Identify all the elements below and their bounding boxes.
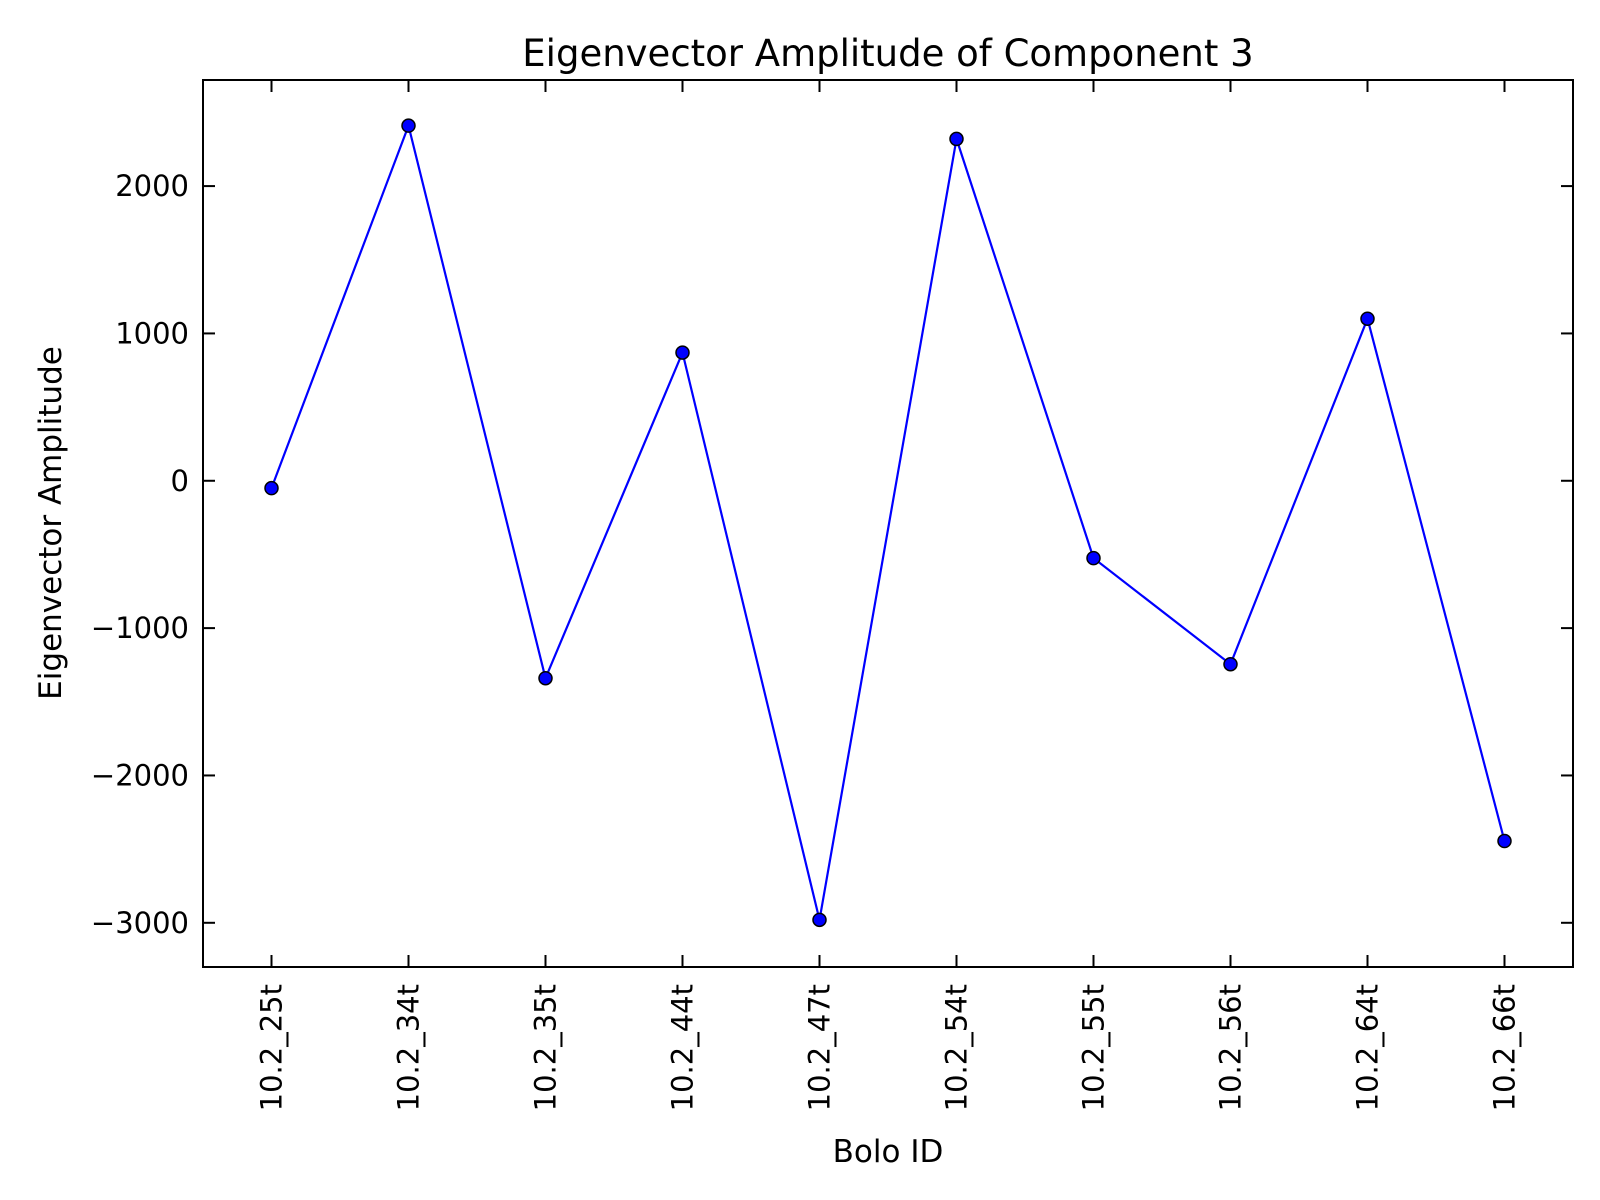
plot-frame [202,79,1574,968]
x-tick-label: 10.2_66t [1488,984,1522,1111]
x-tick-label: 10.2_64t [1351,984,1385,1111]
x-tick-label: 10.2_56t [1214,984,1248,1111]
data-point [675,345,690,360]
x-axis-label: Bolo ID [833,1134,944,1170]
data-point [949,131,964,147]
plot-area: −3000 −2000 −1000 0 1000 2000 10.2_25t 10.2_34t… [91,80,1573,1111]
data-point [1223,656,1238,672]
x-tick-label: 10.2_44t [666,984,700,1111]
x-tick-label: 10.2_54t [940,984,974,1111]
data-point [401,118,416,133]
x-tick-label: 10.2_25t [255,984,289,1111]
y-tick-label: 0 [171,464,189,498]
y-tick-label: −2000 [91,758,189,792]
data-point [1497,833,1512,849]
x-tick-label: 10.2_47t [803,984,837,1111]
x-tick-label: 10.2_34t [392,984,426,1111]
y-tick-label: −3000 [91,906,189,940]
y-axis-label: Eigenvector Amplitude [33,346,69,700]
y-tick-label: −1000 [91,611,189,645]
y-tick-label: 2000 [115,169,189,203]
y-tick-label: 1000 [115,316,189,350]
data-point [264,480,279,496]
data-point [538,670,553,686]
series-line [270,122,1506,921]
chart-title: Eigenvector Amplitude of Component 3 [522,32,1253,75]
data-point [812,912,827,928]
data-point [1360,311,1375,326]
data-point [1086,550,1101,566]
x-tick-label: 10.2_55t [1077,984,1111,1111]
x-tick-label: 10.2_35t [529,984,563,1111]
